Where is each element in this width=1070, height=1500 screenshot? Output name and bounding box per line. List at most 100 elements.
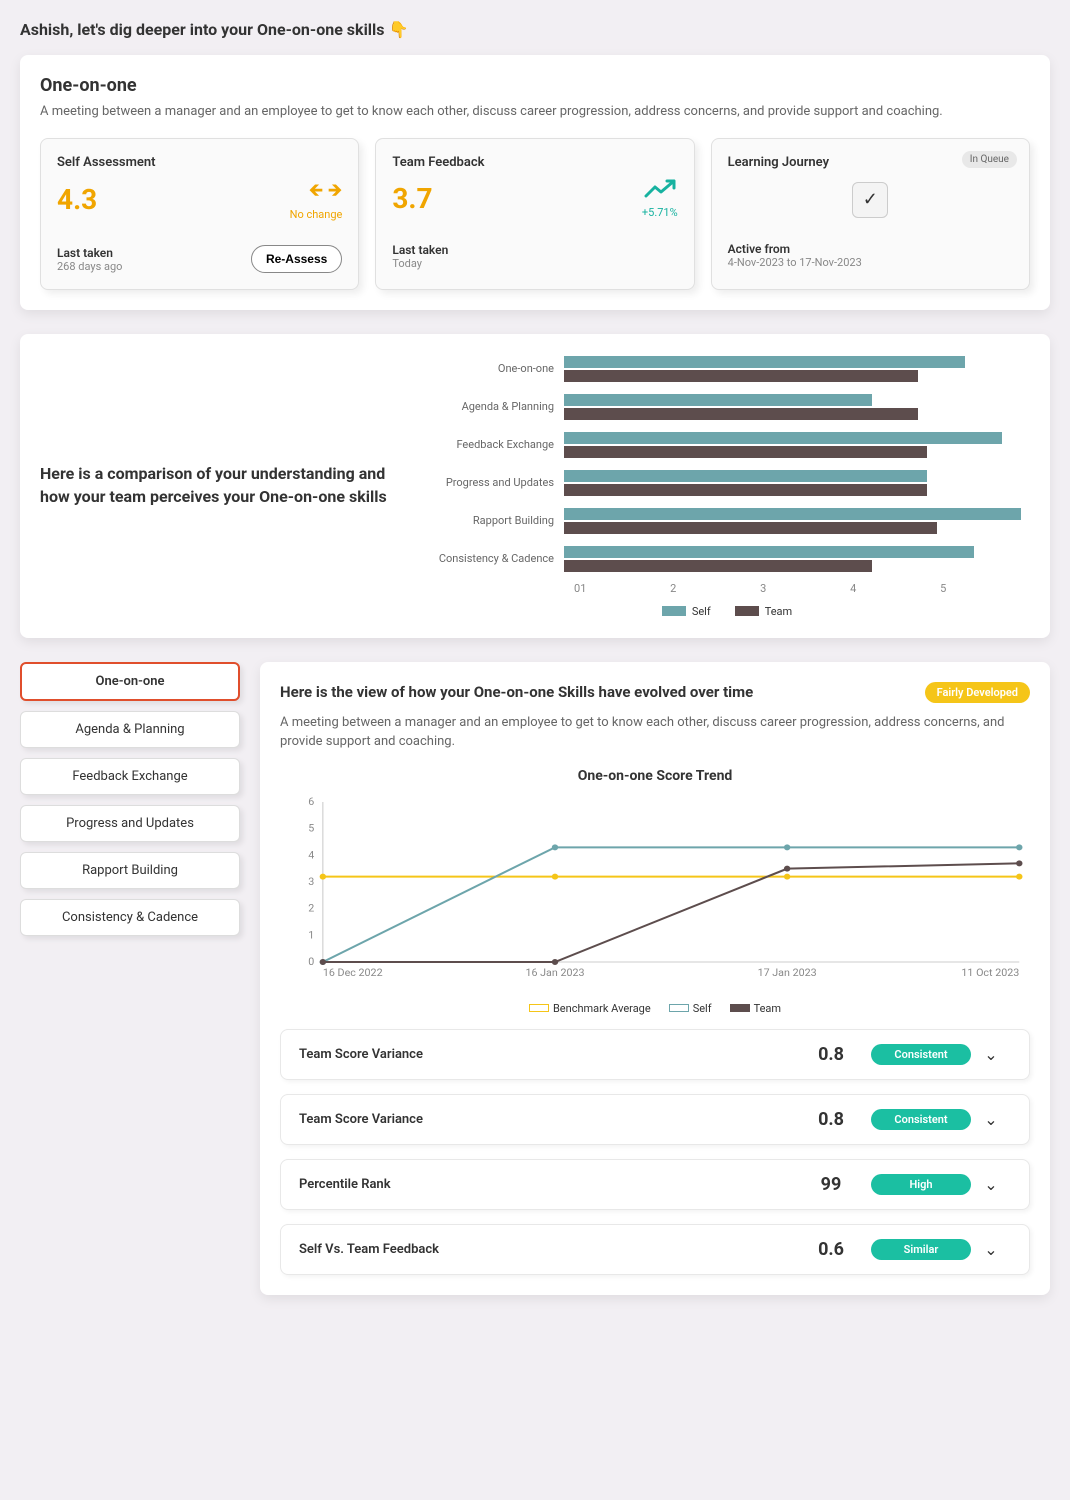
stats-badge: High: [871, 1174, 971, 1195]
journey-active-label: Active from: [728, 242, 1013, 256]
stats-label: Percentile Rank: [299, 1177, 791, 1192]
detail-title: Here is the view of how your One-on-one …: [280, 683, 753, 701]
bar-tick: 3: [760, 582, 850, 595]
bar-tick: 1: [580, 582, 670, 595]
bar-category: Rapport Building: [424, 514, 564, 527]
bar-row: Consistency & Cadence: [424, 544, 1030, 574]
bar-tick: 5: [940, 582, 1030, 595]
trend-legend: Benchmark Average Self Team: [280, 1002, 1030, 1015]
team-last-label: Last taken: [392, 243, 448, 257]
self-last-value: 268 days ago: [57, 260, 122, 273]
overview-title: One-on-one: [40, 75, 1030, 96]
self-assessment-card: Self Assessment 4.3 🡸 🡺 No change Last t…: [40, 138, 359, 290]
bar-row: Agenda & Planning: [424, 392, 1030, 422]
stats-label: Self Vs. Team Feedback: [299, 1242, 791, 1257]
legend-self: Self: [692, 605, 711, 618]
trend-line-chart: 012345616 Dec 202216 Jan 202317 Jan 2023…: [280, 792, 1030, 992]
bar-self: [564, 432, 1002, 444]
svg-text:16 Jan 2023: 16 Jan 2023: [525, 966, 584, 979]
team-trend-label: +5.71%: [642, 206, 678, 219]
bar-row: Rapport Building: [424, 506, 1030, 536]
page-title: Ashish, let's dig deeper into your One-o…: [20, 20, 1050, 39]
team-last-value: Today: [392, 257, 448, 270]
bar-self: [564, 546, 974, 558]
detail-card: Here is the view of how your One-on-one …: [260, 662, 1050, 1295]
chevron-down-icon[interactable]: ⌄: [971, 1240, 1011, 1259]
stats-row[interactable]: Percentile Rank 99 High ⌄: [280, 1159, 1030, 1210]
bar-self: [564, 470, 927, 482]
skill-tab[interactable]: Rapport Building: [20, 852, 240, 889]
team-value: 3.7: [392, 182, 432, 215]
stats-value: 99: [791, 1174, 871, 1195]
svg-text:6: 6: [308, 795, 314, 808]
bar-self: [564, 508, 1021, 520]
self-value: 4.3: [57, 183, 97, 216]
development-badge: Fairly Developed: [925, 682, 1030, 703]
stats-value: 0.8: [791, 1044, 871, 1065]
svg-text:17 Jan 2023: 17 Jan 2023: [758, 966, 817, 979]
comparison-chart: One-on-one Agenda & Planning Feedback Ex…: [424, 354, 1030, 618]
chevron-down-icon[interactable]: ⌄: [971, 1175, 1011, 1194]
no-change-icon: 🡸 🡺: [290, 178, 343, 208]
self-last-label: Last taken: [57, 246, 122, 260]
trend-up-icon: [642, 178, 678, 206]
svg-text:11 Oct 2023: 11 Oct 2023: [961, 966, 1019, 979]
bar-category: Consistency & Cadence: [424, 552, 564, 565]
stats-value: 0.6: [791, 1239, 871, 1260]
reassess-button[interactable]: Re-Assess: [251, 245, 342, 273]
queue-badge: In Queue: [962, 151, 1017, 168]
skill-tabs: One-on-one Agenda & Planning Feedback Exch…: [20, 662, 240, 946]
journey-active-value: 4-Nov-2023 to 17-Nov-2023: [728, 256, 1013, 269]
bar-team: [564, 484, 927, 496]
bar-team: [564, 446, 927, 458]
bar-row: Progress and Updates: [424, 468, 1030, 498]
stats-value: 0.8: [791, 1109, 871, 1130]
bar-category: Progress and Updates: [424, 476, 564, 489]
bar-category: One-on-one: [424, 362, 564, 375]
stats-row[interactable]: Team Score Variance 0.8 Consistent ⌄: [280, 1029, 1030, 1080]
detail-desc: A meeting between a manager and an emplo…: [280, 713, 1030, 752]
skill-tab[interactable]: Agenda & Planning: [20, 711, 240, 748]
overview-desc: A meeting between a manager and an emplo…: [40, 102, 1030, 122]
skill-tab[interactable]: Progress and Updates: [20, 805, 240, 842]
svg-text:1: 1: [308, 928, 314, 941]
team-label: Team Feedback: [392, 155, 677, 170]
bar-row: Feedback Exchange: [424, 430, 1030, 460]
svg-text:16 Dec 2022: 16 Dec 2022: [323, 966, 383, 979]
svg-text:2: 2: [308, 902, 314, 915]
bar-tick: 2: [670, 582, 760, 595]
stats-label: Team Score Variance: [299, 1047, 791, 1062]
stats-label: Team Score Variance: [299, 1112, 791, 1127]
stats-badge: Consistent: [871, 1109, 971, 1130]
stats-badge: Consistent: [871, 1044, 971, 1065]
comparison-card: Here is a comparison of your understandi…: [20, 334, 1050, 638]
bar-team: [564, 522, 937, 534]
svg-text:4: 4: [308, 848, 314, 861]
learning-journey-card: In Queue Learning Journey ✓ Active from …: [711, 138, 1030, 290]
stats-badge: Similar: [871, 1239, 971, 1260]
bar-team: [564, 560, 872, 572]
bar-row: One-on-one: [424, 354, 1030, 384]
overview-card: One-on-one A meeting between a manager a…: [20, 55, 1050, 310]
bar-category: Agenda & Planning: [424, 400, 564, 413]
check-icon[interactable]: ✓: [852, 182, 888, 218]
skill-tab[interactable]: Feedback Exchange: [20, 758, 240, 795]
bar-legend: Self Team: [424, 605, 1030, 618]
bar-team: [564, 408, 918, 420]
chevron-down-icon[interactable]: ⌄: [971, 1045, 1011, 1064]
bar-category: Feedback Exchange: [424, 438, 564, 451]
bar-axis: 012345: [564, 582, 1030, 595]
stats-row[interactable]: Team Score Variance 0.8 Consistent ⌄: [280, 1094, 1030, 1145]
skill-tab[interactable]: One-on-one: [20, 662, 240, 701]
trend-chart-title: One-on-one Score Trend: [280, 768, 1030, 784]
bar-tick: 4: [850, 582, 940, 595]
stats-row[interactable]: Self Vs. Team Feedback 0.6 Similar ⌄: [280, 1224, 1030, 1275]
chevron-down-icon[interactable]: ⌄: [971, 1110, 1011, 1129]
comparison-title: Here is a comparison of your understandi…: [40, 463, 400, 508]
self-trend-label: No change: [290, 208, 343, 221]
self-label: Self Assessment: [57, 155, 342, 170]
skill-tab[interactable]: Consistency & Cadence: [20, 899, 240, 936]
bar-self: [564, 356, 965, 368]
legend-team: Team: [765, 605, 793, 618]
bar-self: [564, 394, 872, 406]
